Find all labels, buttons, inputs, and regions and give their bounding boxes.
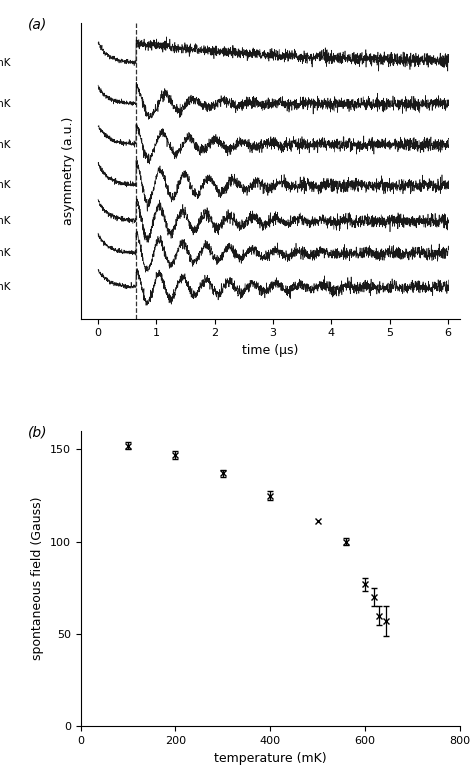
Text: 200mK: 200mK <box>0 248 11 259</box>
Text: (b): (b) <box>27 425 47 439</box>
Text: 300mK: 300mK <box>0 216 11 226</box>
Text: 400mK: 400mK <box>0 180 11 191</box>
Text: 500mK: 500mK <box>0 140 11 150</box>
Text: 100mK: 100mK <box>0 282 11 292</box>
Text: 700mK: 700mK <box>0 58 11 68</box>
Y-axis label: spontaneous field (Gauss): spontaneous field (Gauss) <box>31 497 44 661</box>
Text: (a): (a) <box>27 17 47 31</box>
Text: 600mK: 600mK <box>0 99 11 109</box>
X-axis label: temperature (mK): temperature (mK) <box>214 751 327 765</box>
X-axis label: time (μs): time (μs) <box>242 344 298 357</box>
Y-axis label: asymmetry (a.u.): asymmetry (a.u.) <box>62 117 75 225</box>
